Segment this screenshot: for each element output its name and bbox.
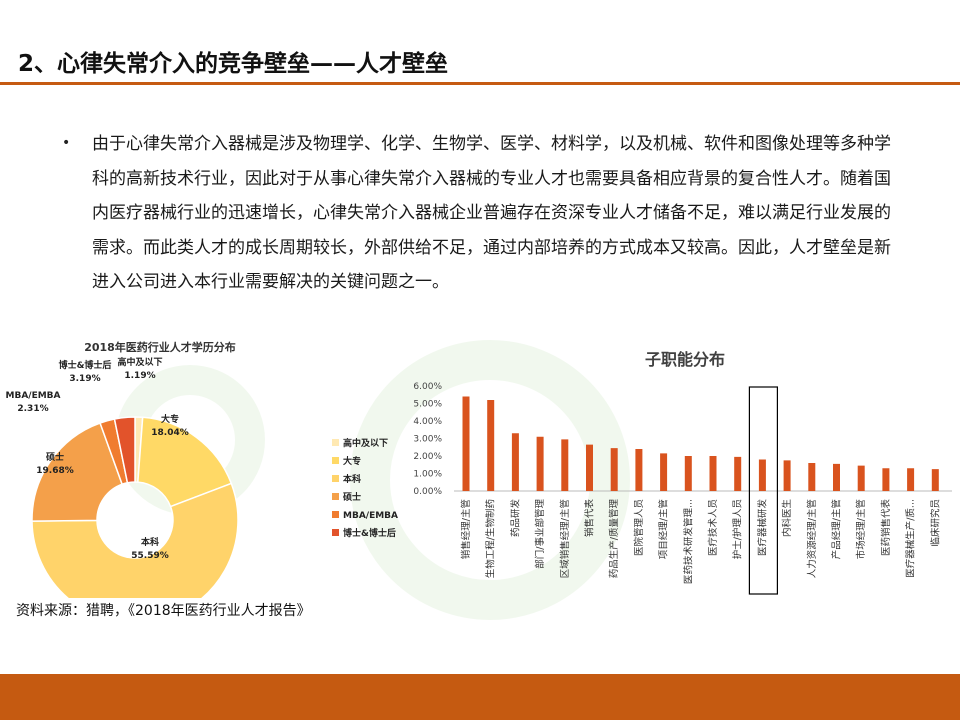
donut-slice	[113, 416, 136, 484]
bar	[709, 456, 717, 491]
bar	[511, 433, 519, 491]
donut-chart-title: 2018年医药行业人才学历分布	[84, 340, 236, 354]
x-tick-label: 项目经理/主管	[658, 499, 670, 559]
x-tick-label: 生物工程/生物制药	[485, 499, 497, 578]
bar	[635, 449, 643, 491]
bar	[931, 469, 939, 491]
bar	[462, 396, 470, 491]
x-tick-label: 区域销售经理/主管	[559, 499, 571, 578]
legend-swatch	[332, 529, 339, 536]
x-tick-label: 部门/事业部管理	[534, 499, 546, 569]
x-tick-label: 护士/护理人员	[732, 499, 744, 559]
bar	[684, 456, 692, 491]
bar	[758, 459, 766, 491]
y-tick-label: 2.00%	[413, 452, 442, 462]
legend-swatch	[332, 493, 339, 500]
x-tick-label: 医疗器械研发	[756, 499, 768, 557]
donut-slice-value: 1.19%	[124, 371, 155, 381]
donut-slice-label: 本科	[141, 536, 159, 548]
x-tick-label: 医疗器械生产/质...	[905, 499, 917, 578]
education-donut-chart: 2018年医药行业人才学历分布 高中及以下 1.19% 大专 18.04% 本科 55.5…	[6, 340, 398, 598]
donut-slice-label: MBA/EMBA	[6, 391, 61, 401]
x-tick-label: 医药销售代表	[880, 499, 892, 557]
x-tick-label: 人力资源经理/主管	[806, 499, 818, 578]
x-tick-label: 销售代表	[584, 499, 596, 538]
bar	[882, 468, 890, 491]
x-tick-label: 药品生产/质量管理	[608, 499, 620, 579]
body-paragraph: 由于心律失常介入器械是涉及物理学、化学、生物学、医学、材料学，以及机械、软件和图…	[92, 134, 891, 292]
x-tick-label: 药品研发	[509, 499, 521, 538]
bar	[857, 465, 865, 491]
legend-swatch	[332, 511, 339, 518]
x-tick-label: 医疗技术人员	[707, 499, 719, 556]
legend-label: 硕士	[343, 491, 361, 503]
legend-label: 本科	[343, 473, 361, 485]
bar	[536, 436, 544, 491]
donut-slice-value: 18.04%	[151, 428, 189, 438]
donut-slice-value: 55.59%	[131, 551, 169, 561]
bar	[734, 456, 742, 491]
y-tick-label: 6.00%	[413, 382, 442, 392]
y-tick-label: 5.00%	[413, 400, 442, 410]
footer-bar	[0, 674, 960, 720]
x-tick-label: 产品经理/主管	[831, 499, 843, 559]
donut-slice	[137, 416, 233, 508]
donut-slice-value: 2.31%	[17, 404, 48, 414]
highlight-box	[748, 386, 778, 595]
donut-slice-label: 高中及以下	[117, 356, 162, 368]
bar	[610, 448, 618, 491]
y-tick-label: 3.00%	[413, 435, 442, 445]
x-tick-label: 市场经理/主管	[855, 499, 867, 559]
bar	[586, 444, 593, 491]
legend-swatch	[332, 457, 339, 464]
x-tick-label: 临床研究员	[929, 499, 941, 547]
legend-label: 高中及以下	[343, 437, 388, 449]
y-tick-label: 1.00%	[413, 470, 442, 480]
legend-label: 博士&博士后	[343, 527, 396, 539]
donut-slice-label: 大专	[161, 413, 179, 425]
bar	[783, 460, 791, 491]
bar	[907, 468, 915, 491]
x-tick-label: 销售经理/主管	[460, 499, 472, 559]
bar	[808, 463, 816, 491]
legend-swatch	[332, 475, 339, 482]
data-source-note: 资料来源：猎聘，《2018年医药行业人才报告》	[16, 603, 311, 619]
x-tick-label: 医药技术研发管理...	[682, 499, 694, 584]
bar-chart-title: 子职能分布	[645, 350, 725, 369]
page-title: 2、心律失常介入的竞争壁垒——人才壁垒	[18, 51, 449, 77]
bar	[833, 463, 840, 491]
legend-label: 大专	[343, 455, 361, 467]
donut-slice-label: 硕士	[46, 451, 64, 463]
y-tick-label: 0.00%	[413, 487, 442, 497]
x-tick-label: 医院管理人员	[633, 499, 645, 556]
legend-swatch	[332, 439, 339, 446]
donut-slice-value: 3.19%	[69, 374, 100, 384]
legend-label: MBA/EMBA	[343, 511, 398, 521]
bar	[561, 439, 569, 491]
donut-slice	[31, 422, 124, 522]
bar	[487, 400, 495, 491]
y-tick-label: 4.00%	[413, 417, 442, 427]
bullet-marker: •	[62, 135, 71, 151]
x-tick-label: 内科医生	[781, 499, 793, 538]
sub-function-bar-chart: 子职能分布 0.00% 1.00% 2.00% 3.00% 4.00% 5.00% 6.00…	[413, 350, 952, 595]
donut-slice-value: 19.68%	[36, 466, 74, 476]
donut-slice	[31, 482, 239, 598]
bar	[660, 453, 668, 491]
donut-slice-label: 博士&博士后	[59, 359, 112, 371]
title-divider	[0, 82, 960, 85]
